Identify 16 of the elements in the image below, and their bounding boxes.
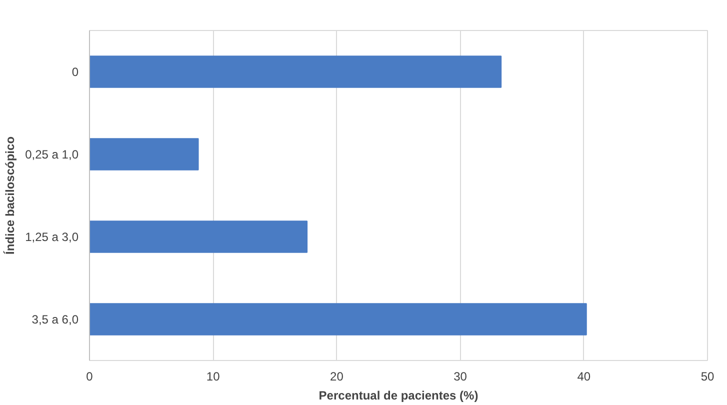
y-tick-label: 3,5 a 6,0 <box>32 312 79 326</box>
y-tick-label: 1,25 a 3,0 <box>25 230 79 244</box>
bar <box>90 220 308 253</box>
x-tick-label: 20 <box>330 370 344 384</box>
x-tick-label: 50 <box>700 370 714 384</box>
x-tick-label: 10 <box>206 370 220 384</box>
x-axis-title: Percentual de pacientes (%) <box>318 388 478 402</box>
x-tick-label: 30 <box>454 370 468 384</box>
bar <box>90 138 199 170</box>
x-tick-label: 40 <box>577 370 591 384</box>
y-axis-title: Índice baciloscópico <box>3 136 18 255</box>
x-tick-label: 0 <box>86 370 94 384</box>
bar <box>90 303 587 336</box>
y-tick-label: 0 <box>72 64 79 79</box>
bar <box>90 56 502 88</box>
y-tick-label: 0,25 a 1,0 <box>25 147 79 162</box>
